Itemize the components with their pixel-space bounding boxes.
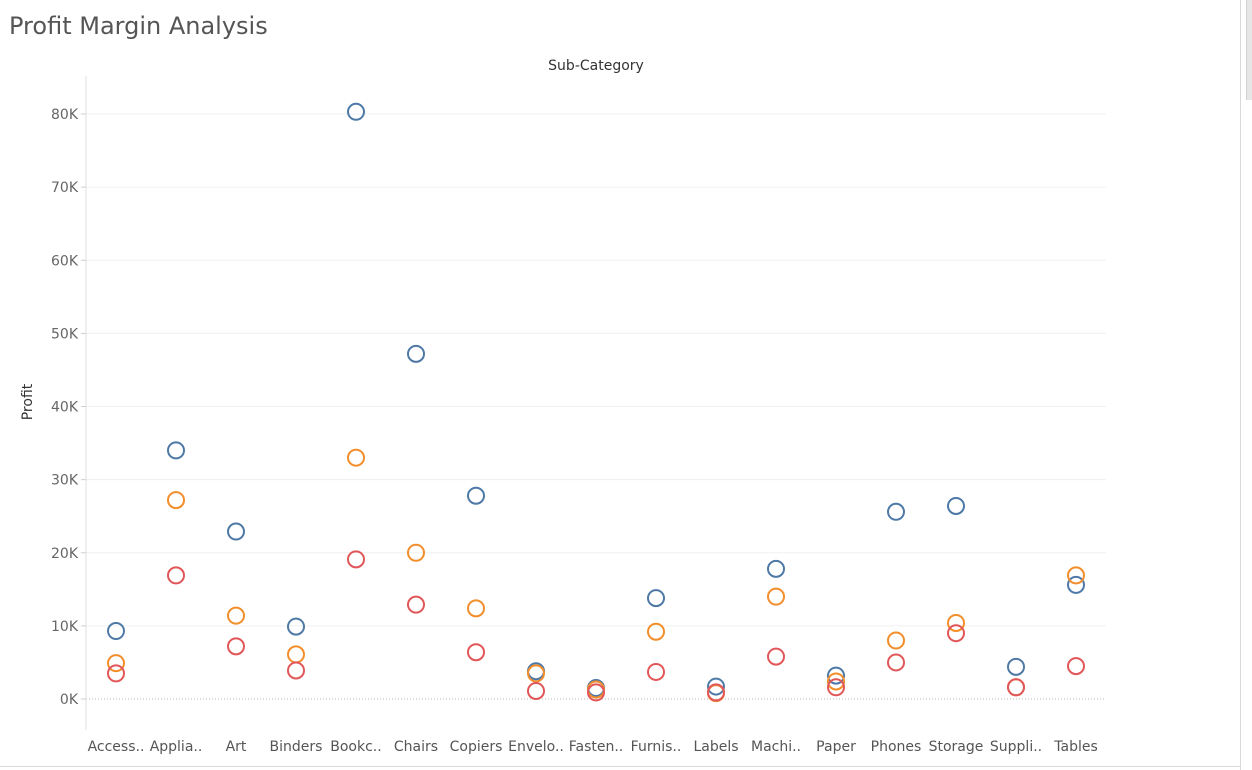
pane-divider [1240, 0, 1241, 770]
y-tick-label: 60K [51, 253, 79, 269]
x-tick-label: Storage [929, 739, 984, 755]
data-point [227, 637, 245, 656]
data-point [647, 589, 665, 608]
data-point [887, 653, 905, 672]
data-point [467, 643, 485, 662]
data-point [1067, 575, 1085, 594]
x-tick-label: Furnis.. [631, 739, 682, 755]
data-point [347, 448, 365, 467]
data-point [467, 599, 485, 618]
data-point [227, 606, 245, 625]
x-tick-label: Binders [270, 739, 323, 755]
y-axis-label: Profit [20, 383, 36, 420]
x-tick-label: Applia.. [150, 739, 203, 755]
data-point [287, 645, 305, 664]
data-point [647, 662, 665, 681]
data-point [947, 624, 965, 643]
y-tick-label: 10K [51, 619, 79, 635]
data-point [887, 502, 905, 521]
data-point [107, 654, 125, 673]
data-point [287, 617, 305, 636]
data-point [107, 621, 125, 640]
data-point [767, 587, 785, 606]
y-tick-label: 70K [51, 180, 79, 196]
data-point [167, 491, 185, 510]
data-point [1067, 657, 1085, 676]
y-axis: 0K 10K 20K 30K 40K 50K 60K 70K 80K [51, 76, 87, 730]
x-tick-label: Art [226, 739, 247, 755]
data-point [527, 681, 545, 700]
scrollbar[interactable] [1246, 0, 1252, 100]
x-tick-label: Copiers [450, 739, 503, 755]
data-point [827, 678, 845, 697]
page-title: Profit Margin Analysis [9, 12, 268, 40]
x-tick-label: Machi.. [751, 739, 801, 755]
x-tick-label: Labels [693, 739, 738, 755]
data-point [1007, 678, 1025, 697]
data-point [707, 683, 725, 702]
x-tick-label: Chairs [394, 739, 438, 755]
data-point [1007, 657, 1025, 676]
gridlines [86, 113, 1106, 700]
data-point [407, 595, 425, 614]
data-point [287, 661, 305, 680]
x-tick-label: Suppli.. [990, 739, 1042, 755]
y-tick-label: 40K [51, 400, 79, 416]
data-point [347, 550, 365, 569]
x-tick-label: Envelo.. [508, 739, 564, 755]
y-tick-label: 50K [51, 326, 79, 342]
data-point [827, 672, 845, 691]
y-tick-label: 0K [60, 692, 79, 708]
data-point [167, 566, 185, 585]
data-point [887, 631, 905, 650]
data-point [467, 486, 485, 505]
data-point [827, 666, 845, 685]
data-point [167, 441, 185, 460]
data-point [767, 647, 785, 666]
data-point [407, 344, 425, 363]
x-tick-label: Fasten.. [569, 739, 624, 755]
bottom-divider [0, 766, 1240, 767]
data-point [407, 543, 425, 562]
data-marks [107, 102, 1085, 703]
x-tick-label: Access.. [88, 739, 145, 755]
x-tick-label: Tables [1053, 739, 1098, 755]
y-tick-label: 30K [51, 473, 79, 489]
column-header: Sub-Category [548, 58, 644, 74]
y-tick-label: 80K [51, 107, 79, 123]
y-tick-label: 20K [51, 546, 79, 562]
x-tick-label: Bookc.. [330, 739, 381, 755]
data-point [767, 559, 785, 578]
data-point [227, 522, 245, 541]
data-point [647, 622, 665, 641]
x-tick-label: Phones [871, 739, 922, 755]
x-axis: Access.. Applia.. Art Binders Bookc.. Chairs C… [88, 739, 1098, 755]
data-point [587, 683, 605, 702]
data-point [107, 664, 125, 683]
data-point [947, 496, 965, 515]
x-tick-label: Paper [816, 739, 856, 755]
data-point [527, 664, 545, 683]
data-point [1067, 566, 1085, 585]
data-point [947, 613, 965, 632]
data-point [707, 677, 725, 696]
data-point [347, 102, 365, 121]
